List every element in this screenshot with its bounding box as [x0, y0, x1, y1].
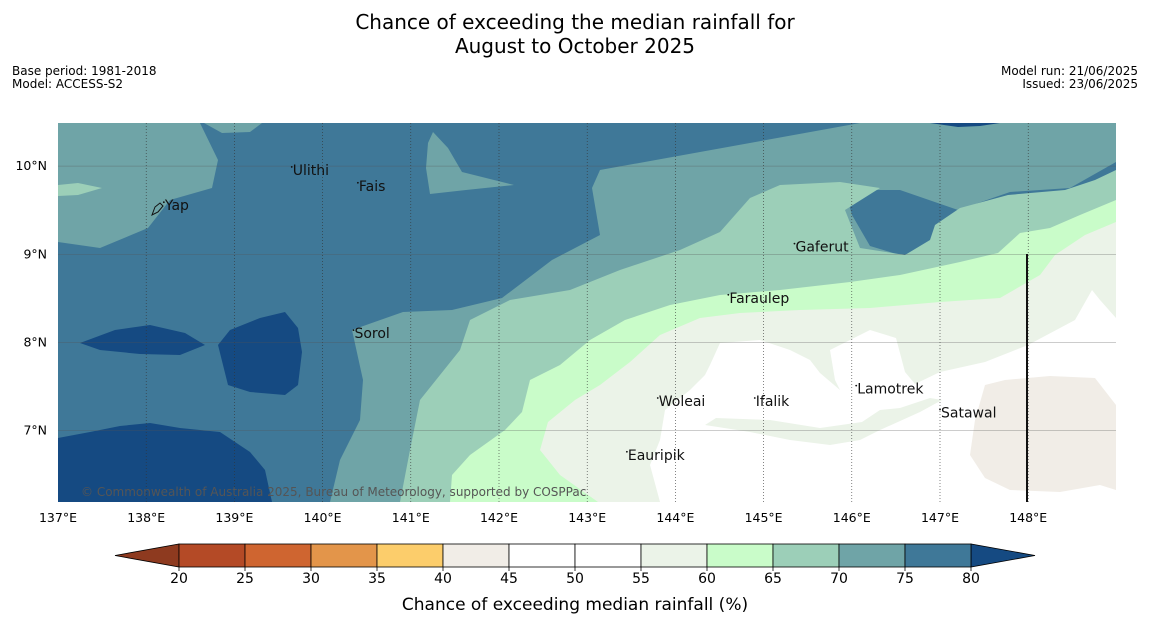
- colorbar-tick-label: 65: [764, 571, 782, 587]
- zone-45-southeast: [970, 376, 1116, 492]
- colorbar-segment: [838, 543, 906, 568]
- lon-tick-label: 140°E: [304, 510, 342, 525]
- place-label-fais: Fais: [359, 179, 386, 195]
- zone-80-southwest: [58, 423, 272, 502]
- colorbar-tick-label: 70: [830, 571, 848, 587]
- colorbar: 20 25 30 35 40 45 50 55 60 65 70 75 80: [114, 543, 1036, 587]
- graticule: [58, 123, 1116, 502]
- title-line-2: August to October 2025: [454, 34, 696, 58]
- lon-tick-label: 138°E: [127, 510, 165, 525]
- colorbar-tick-label: 30: [302, 571, 320, 587]
- colorbar-segment: [442, 543, 510, 568]
- colorbar-tick-label: 50: [566, 571, 584, 587]
- island-marker: [162, 201, 165, 204]
- place-label-ifalik: Ifalik: [756, 394, 790, 410]
- colorbar-segment: [376, 543, 444, 568]
- island-marker: [727, 293, 730, 296]
- issued-date: Issued: 23/06/2025: [1022, 77, 1138, 91]
- title-line-1: Chance of exceeding the median rainfall …: [355, 10, 795, 34]
- colorbar-segment: [640, 543, 708, 568]
- colorbar-tick-label: 80: [962, 571, 980, 587]
- colorbar-high-extend: [970, 543, 1036, 568]
- colorbar-segment: [574, 543, 642, 568]
- colorbar-tick-label: 45: [500, 571, 518, 587]
- lat-tick-label: 8°N: [23, 335, 47, 350]
- colorbar-segment: [310, 543, 378, 568]
- zone-70-north-west: [58, 123, 218, 248]
- island-marker: [625, 450, 628, 453]
- colorbar-tick-label: 20: [170, 571, 188, 587]
- place-label-eauripik: Eauripik: [628, 448, 686, 464]
- zone-80-north-east: [930, 123, 1000, 127]
- zone-80-west-b: [218, 312, 302, 395]
- island-marker: [855, 384, 858, 387]
- zone-65-north-west: [58, 183, 102, 196]
- meta-right: Model run: 21/06/2025 Issued: 23/06/2025: [1001, 65, 1138, 91]
- island-marker: [753, 397, 756, 399]
- colorbar-low-extend: [114, 543, 180, 568]
- island-marker: [352, 329, 355, 331]
- lat-tick-label: 9°N: [23, 246, 47, 261]
- lon-tick-label: 144°E: [656, 510, 694, 525]
- place-label-satawal: Satawal: [941, 405, 996, 421]
- place-label-gaferut: Gaferut: [795, 240, 849, 256]
- lon-tick-label: 139°E: [215, 510, 253, 525]
- island-marker: [939, 408, 941, 411]
- colorbar-segment: [706, 543, 774, 568]
- colorbar-segment: [244, 543, 312, 568]
- colorbar-tick-label: 60: [698, 571, 716, 587]
- contour-map: Yap Ulithi Fais Gaferut Faraulep Sorol Lamotre…: [58, 123, 1116, 502]
- place-label-woleai: Woleai: [659, 394, 706, 410]
- meta-left: Base period: 1981-2018 Model: ACCESS-S2: [12, 65, 157, 91]
- place-label-lamotrek: Lamotrek: [857, 382, 924, 398]
- model-name: Model: ACCESS-S2: [12, 77, 124, 91]
- copyright-text: © Commonwealth of Australia 2025, Bureau…: [81, 485, 586, 499]
- place-labels: Yap Ulithi Fais Gaferut Faraulep Sorol Lamotre…: [162, 163, 996, 464]
- lon-tick-label: 148°E: [1009, 510, 1047, 525]
- yap-island: [151, 202, 164, 217]
- island-marker: [290, 166, 293, 168]
- zone-70-fais: [426, 132, 514, 194]
- colorbar-segment: [772, 543, 840, 568]
- island-marker: [793, 242, 796, 245]
- island-marker: [656, 397, 659, 399]
- zone-80-west-a: [80, 325, 205, 355]
- zone-70-ulithi: [204, 123, 262, 133]
- place-label-yap: Yap: [164, 198, 189, 214]
- lat-tick-label: 10°N: [15, 158, 47, 173]
- colorbar-tick-label: 35: [368, 571, 386, 587]
- axis-labels: 137°E 138°E 139°E 140°E 141°E 142°E 143°E 144°E…: [15, 158, 1047, 525]
- lon-tick-label: 143°E: [568, 510, 606, 525]
- colorbar-tick-label: 75: [896, 571, 914, 587]
- lon-tick-label: 137°E: [39, 510, 77, 525]
- colorbar-label: Chance of exceeding median rainfall (%): [402, 595, 748, 615]
- base-period: Base period: 1981-2018: [12, 64, 157, 78]
- lon-tick-label: 145°E: [745, 510, 783, 525]
- colorbar-segment: [178, 543, 246, 568]
- chart-title: Chance of exceeding the median rainfall …: [0, 10, 1150, 58]
- model-run: Model run: 21/06/2025: [1000, 64, 1138, 78]
- colorbar-tick-label: 25: [236, 571, 254, 587]
- island-marker: [356, 181, 359, 184]
- zone-55-pocket: [705, 398, 942, 445]
- colorbar-tick-label: 40: [434, 571, 452, 587]
- lon-tick-label: 142°E: [480, 510, 518, 525]
- lon-tick-label: 147°E: [921, 510, 959, 525]
- lat-tick-label: 7°N: [23, 423, 47, 438]
- lon-tick-label: 146°E: [833, 510, 871, 525]
- colorbar-segment: [904, 543, 972, 568]
- place-label-faraulep: Faraulep: [729, 291, 789, 307]
- lon-tick-label: 141°E: [392, 510, 430, 525]
- place-label-sorol: Sorol: [354, 326, 389, 342]
- place-label-ulithi: Ulithi: [293, 163, 329, 179]
- colorbar-tick-label: 55: [632, 571, 650, 587]
- colorbar-segment: [508, 543, 576, 568]
